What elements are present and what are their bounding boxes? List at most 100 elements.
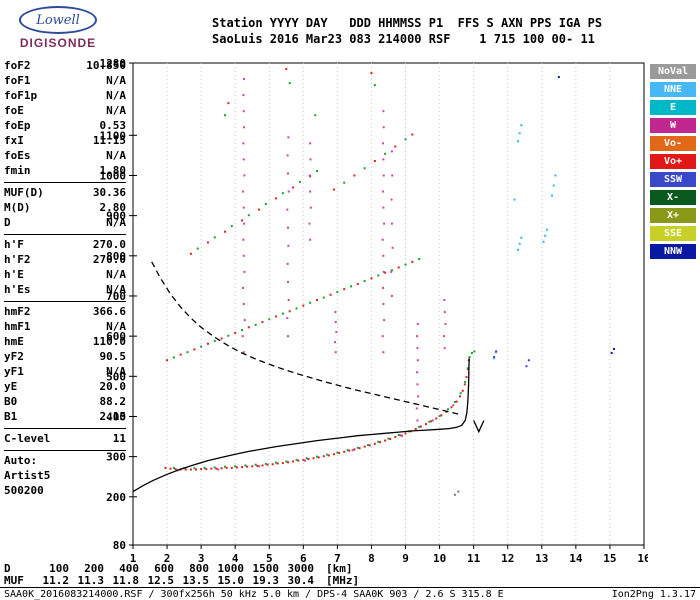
param-value: N/A	[106, 89, 126, 102]
x-tick-label: 14	[569, 552, 583, 565]
status-bar: SAA0K_2016083214000.RSF / 300fx256h 50 k…	[0, 587, 700, 600]
param-group-3: hmF2 366.6 hmF1 N/A hmE 110.0 yF2 90.5 yF1 N/A yE 2…	[4, 302, 126, 429]
x-tick-label: 6	[300, 552, 307, 565]
param-label: h'F	[4, 238, 24, 251]
param-value: 90.5	[99, 350, 127, 363]
param-label: fxI	[4, 134, 24, 147]
dmuf-value: 15.0	[217, 574, 245, 587]
param-row-fof1p: foF1p N/A	[4, 88, 126, 103]
dmuf-row-muf: MUF 11.2 11.3 11.8 12.5 13.5 15.0 19.3 30.4 [MHz]	[4, 575, 359, 587]
dmuf-value: 1500	[252, 562, 280, 575]
muf-transmission-curve	[151, 261, 461, 416]
param-value: N/A	[106, 149, 126, 162]
param-row-500200: 500200	[4, 483, 126, 498]
param-row-foes: foEs N/A	[4, 148, 126, 163]
dmuf-row-d: D 100 200 400 600 800 1000 1500 3000 [km]	[4, 563, 359, 575]
parameter-panel: foF2 10.850 foF1 N/A foF1p N/A foE N/A foEp 0.53 f…	[4, 56, 126, 502]
param-row-h-f2: h'F2 270.0	[4, 252, 126, 267]
param-value: N/A	[106, 216, 126, 229]
param-value: 366.6	[92, 305, 126, 318]
plot-frame	[132, 62, 645, 546]
x-tick-label: 4	[232, 552, 239, 565]
param-label: yF1	[4, 365, 24, 378]
dmuf-value: 11.8	[112, 574, 140, 587]
param-label: D	[4, 216, 11, 229]
y-tick-label: 900	[106, 210, 126, 223]
param-value: 0.53	[99, 119, 127, 132]
dmuf-row-label: MUF	[4, 574, 24, 587]
param-label: yF2	[4, 350, 24, 363]
legend-item-nnw: NNW	[650, 244, 696, 259]
lowell-logo: Lowell DIGISONDE	[8, 6, 108, 50]
legend-item-nne: NNE	[650, 82, 696, 97]
x-tick-label: 5	[266, 552, 273, 565]
x-tick-label: 15	[603, 552, 616, 565]
param-label: M(D)	[4, 201, 31, 214]
param-label: 500200	[4, 484, 44, 497]
param-row-c-level: C-level 11	[4, 431, 126, 446]
param-group-1: MUF(D) 30.36 M(D) 2.80 D N/A	[4, 183, 126, 235]
param-row-b1: B1 2.15	[4, 409, 126, 424]
param-value: 88.2	[99, 395, 127, 408]
param-row-h-es: h'Es N/A	[4, 282, 126, 297]
param-row-hme: hmE 110.0	[4, 334, 126, 349]
param-row-artist5: Artist5	[4, 468, 126, 483]
legend-item-x: X-	[650, 190, 696, 205]
station-header: Station YYYY DAY DDD HHMMSS P1 FFS S AXN…	[212, 15, 602, 47]
param-label: h'E	[4, 268, 24, 281]
param-label: foF1	[4, 74, 31, 87]
x-tick-label: 9	[402, 552, 409, 565]
param-label: fmin	[4, 164, 31, 177]
dmuf-value: 100	[49, 562, 69, 575]
y-tick-label: 400	[106, 410, 126, 423]
param-value: 30.36	[92, 186, 126, 199]
param-value: 110.0	[92, 335, 126, 348]
x-tick-label: 10	[433, 552, 446, 565]
param-group-0: foF2 10.850 foF1 N/A foF1p N/A foE N/A foEp 0.53 f…	[4, 56, 126, 183]
echo-direction-legend: NoVal NNE E W Vo- Vo+ SSW X- X+ SSE NNW	[650, 64, 696, 262]
param-row-h-f: h'F 270.0	[4, 237, 126, 252]
dmuf-value: 200	[84, 562, 104, 575]
true-height-profile	[132, 358, 470, 493]
dmuf-value: 3000	[287, 562, 315, 575]
param-label: B1	[4, 410, 18, 423]
x-tick-label: 7	[334, 552, 341, 565]
legend-item-vo: Vo+	[650, 154, 696, 169]
param-label: hmF2	[4, 305, 31, 318]
param-group-4: C-level 11	[4, 429, 126, 451]
param-row-auto: Auto:	[4, 453, 126, 468]
param-value: 2.15	[99, 410, 127, 423]
y-tick-label: 1000	[100, 169, 127, 182]
dmuf-value: 12.5	[147, 574, 175, 587]
param-value: 1.80	[99, 164, 127, 177]
param-label: h'F2	[4, 253, 31, 266]
y-tick-label: 300	[106, 451, 126, 464]
param-value: 11	[112, 432, 126, 445]
legend-item-vo: Vo-	[650, 136, 696, 151]
param-row-fxi: fxI 11.15	[4, 133, 126, 148]
station-header-line1: Station YYYY DAY DDD HHMMSS P1 FFS S AXN…	[212, 16, 603, 30]
x-tick-label: 11	[467, 552, 481, 565]
param-value: N/A	[106, 283, 126, 296]
param-value: 11.15	[92, 134, 126, 147]
dmuf-value: 11.2	[42, 574, 70, 587]
param-label: h'Es	[4, 283, 31, 296]
dmuf-value: 13.5	[182, 574, 210, 587]
param-label: B0	[4, 395, 18, 408]
y-tick-label: 1280	[100, 57, 127, 70]
param-label: hmE	[4, 335, 24, 348]
station-header-line2: SaoLuis 2016 Mar23 083 214000 RSF 1 715 …	[212, 32, 595, 46]
param-group-5: Auto: Artist5 500200	[4, 451, 126, 502]
param-label: foE	[4, 104, 24, 117]
legend-item-x: X+	[650, 208, 696, 223]
param-row-yf1: yF1 N/A	[4, 364, 126, 379]
y-tick-label: 600	[106, 330, 126, 343]
dmuf-value: 1000	[217, 562, 245, 575]
param-row-fof2: foF2 10.850	[4, 58, 126, 73]
param-value: 20.0	[99, 380, 127, 393]
param-value: 270.0	[92, 238, 126, 251]
y-tick-label: 700	[106, 290, 126, 303]
legend-item-e: E	[650, 100, 696, 115]
